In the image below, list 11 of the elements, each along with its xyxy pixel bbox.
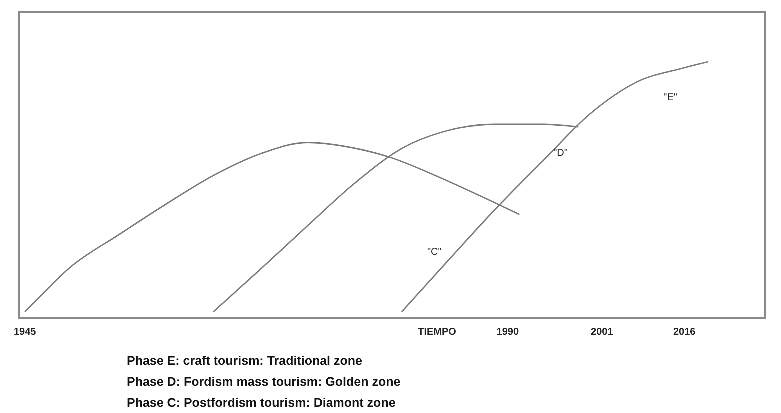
x-tick-label: 2001 <box>591 326 614 338</box>
annotation: "D" <box>554 148 568 159</box>
x-tick-label: 1990 <box>496 326 520 338</box>
text: Phase C: Postfordism tourism: Diamont zone <box>127 395 397 412</box>
x-tick-label: TIEMPO <box>418 326 457 338</box>
text: Phase E: craft tourism: Traditional zone <box>127 353 364 370</box>
annotation: "E" <box>664 92 678 104</box>
x-tick-label: 1945 <box>14 326 37 338</box>
x-tick-label: 2016 <box>673 326 696 338</box>
text: Phase D: Fordism mass tourism: Golden zone <box>127 374 401 391</box>
annotation: "C" <box>427 246 442 258</box>
